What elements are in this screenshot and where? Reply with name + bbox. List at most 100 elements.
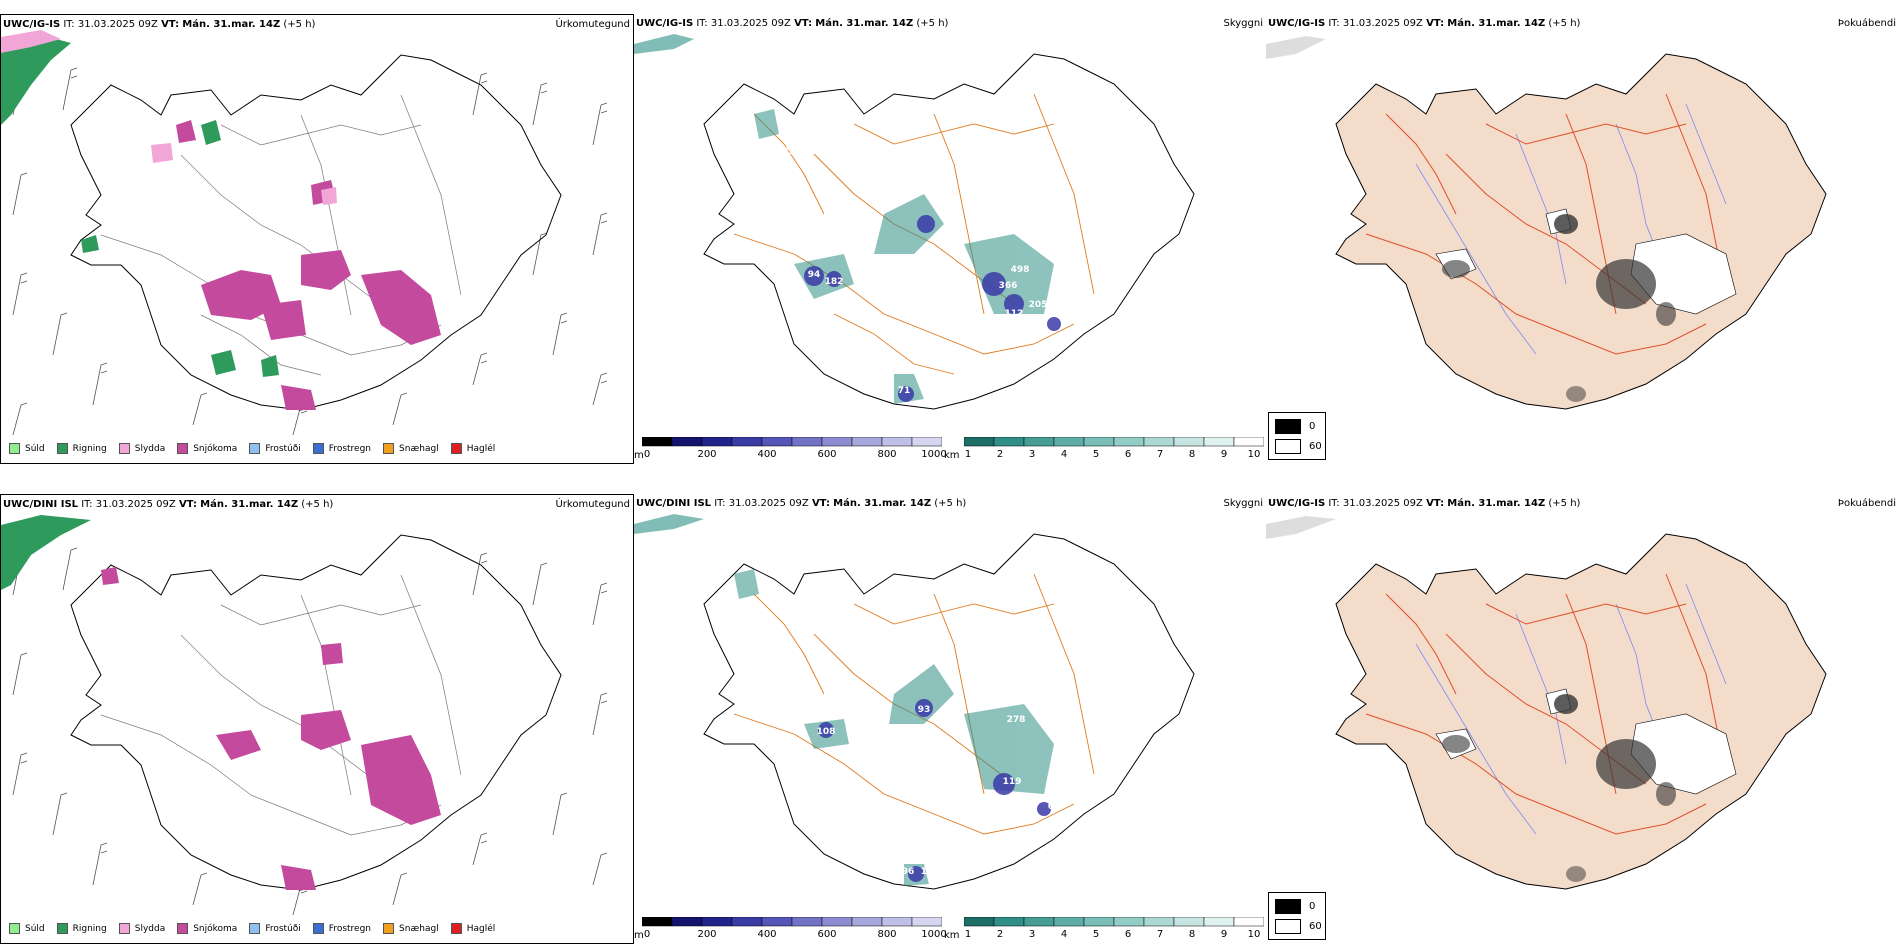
legend-swatch: [450, 443, 462, 454]
visibility-colorbar-row1: km 1 2 3 4 5 6 7 8 9 10: [944, 436, 1264, 462]
fog-panel-row2: UWC/IG-IS IT: 31.03.2025 09Z VT: Mán. 31…: [1266, 494, 1900, 944]
cloud-base-tick: 400: [757, 449, 777, 460]
legend-swatch: [450, 923, 462, 934]
visibility-tick: 6: [1124, 449, 1132, 460]
panel-title: UWC/IG-IS IT: 31.03.2025 09Z VT: Mán. 31…: [1268, 498, 1581, 509]
cloud-base-tick: 400: [757, 929, 777, 940]
colorbar-segment: [642, 437, 673, 447]
legend-item: Snæhagl: [383, 443, 439, 454]
precip-type-panel-row1: UWC/IG-IS IT: 31.03.2025 09Z VT: Mán. 31…: [0, 14, 634, 464]
legend-item: Rigning: [56, 443, 107, 454]
colorbar-segment: [701, 437, 733, 447]
cloud-base-labels: 108 93 278 119 66 96 101: [817, 705, 1061, 877]
cloud-base-tick: 600: [817, 929, 837, 940]
colorbar-segment: [1203, 437, 1235, 447]
panel-title: UWC/DINI ISL IT: 31.03.2025 09Z VT: Mán.…: [3, 499, 334, 510]
cloud-base-value: 66: [1048, 802, 1061, 812]
cloud-base-value: 182: [825, 277, 844, 287]
snow-areas: [176, 120, 441, 410]
visibility-tick: 6: [1124, 929, 1132, 940]
colorbar-segment: [791, 917, 823, 927]
colorbar-segment: [1203, 917, 1235, 927]
cloud-base-value: 101: [921, 867, 940, 877]
cloud-base-value: 300: [935, 185, 954, 195]
iceland-outline: [703, 533, 1195, 890]
cloud-base-value: 71: [898, 386, 911, 396]
visibility-tick: 8: [1188, 449, 1196, 460]
colorbar-segment: [731, 437, 763, 447]
cloud-base-value: 93: [918, 705, 931, 715]
visibility-unit: km: [944, 450, 960, 461]
colorbar-segment: [1143, 917, 1175, 927]
legend-item: Frostregn: [312, 443, 371, 454]
legend-item: Snæhagl: [383, 923, 439, 934]
colorbar-segment: [1083, 917, 1115, 927]
colorbar-segment: [851, 917, 883, 927]
fog-indicator-areas: [1442, 694, 1676, 882]
cloud-base-tick: 800: [877, 449, 897, 460]
colorbar-segment: [642, 917, 673, 927]
visibility-tick: 2: [996, 449, 1004, 460]
legend-swatch: [56, 923, 68, 934]
visibility-colorbar-row2: km 1 2 3 4 5 6 7 8 9 10: [944, 916, 1264, 942]
visibility-tick: 9: [1220, 449, 1228, 460]
legend-swatch: [249, 923, 261, 934]
visibility-tick: 9: [1220, 929, 1228, 940]
colorbar-segment: [1173, 437, 1205, 447]
colorbar-segment: [881, 437, 913, 447]
visibility-tick: 10: [1247, 929, 1261, 940]
legend-item: Frostúði: [249, 923, 301, 934]
panel-title: UWC/IG-IS IT: 31.03.2025 09Z VT: Mán. 31…: [636, 18, 949, 29]
legend-swatch: [118, 443, 130, 454]
visibility-tick: 3: [1028, 449, 1036, 460]
road-network: [100, 94, 462, 376]
colorbar-segment: [911, 437, 942, 447]
cloud-base-value: 366: [999, 281, 1018, 291]
colorbar-segment: [881, 917, 913, 927]
panel-title: UWC/IG-IS IT: 31.03.2025 09Z VT: Mán. 31…: [1268, 18, 1581, 29]
visibility-tick: 2: [996, 929, 1004, 940]
cloud-base-tick: 200: [697, 929, 717, 940]
visibility-tick: 4: [1060, 449, 1068, 460]
visibility-tick: 3: [1028, 929, 1036, 940]
legend-swatch: [9, 443, 20, 454]
cloud-base-value: 48: [1060, 332, 1073, 342]
cloud-base-labels: 78 94 182 108 498 366 112 205 48 119 141…: [783, 147, 1073, 397]
colorbar-segment: [821, 917, 853, 927]
fog-panel-row1: UWC/IG-IS IT: 31.03.2025 09Z VT: Mán. 31…: [1266, 14, 1900, 464]
legend-item: Slydda: [118, 443, 165, 454]
colorbar-segment: [1143, 437, 1175, 447]
colorbar-segment: [761, 437, 793, 447]
legend-swatch: [383, 443, 395, 454]
rain-areas: [1, 35, 279, 377]
legend-swatch: [383, 923, 395, 934]
visibility-tick: 5: [1092, 929, 1100, 940]
visibility-tick: 7: [1156, 929, 1164, 940]
rain-areas: [1, 515, 91, 590]
cloud-base-value: 141: [903, 365, 922, 375]
cloud-base-value: 78: [920, 255, 933, 265]
river-network: [1415, 103, 1727, 355]
iceland-outline: [70, 534, 562, 891]
cloud-base-tick: 800: [877, 929, 897, 940]
legend-item: Slydda: [118, 923, 165, 934]
panel-title: UWC/IG-IS IT: 31.03.2025 09Z VT: Mán. 31…: [3, 19, 316, 30]
cloud-base-tick: 0: [643, 449, 651, 460]
legend-swatch: [312, 443, 324, 454]
cloud-base-tick: 0: [643, 929, 651, 940]
cloud-base-value: 119: [905, 344, 924, 354]
visibility-tick: 7: [1156, 449, 1164, 460]
cloud-base-colorbar: [642, 437, 942, 447]
cloud-base-panel-row1: UWC/IG-IS IT: 31.03.2025 09Z VT: Mán. 31…: [634, 14, 1266, 464]
legend-swatch: [56, 443, 68, 454]
visibility-tick: 10: [1247, 449, 1261, 460]
colorbar-segment: [993, 437, 1025, 447]
legend-item: Haglél: [450, 443, 495, 454]
colorbar-segment: [1233, 437, 1264, 447]
cloud-base-colorbar-row1: m 0 200 400 600 800 1000: [634, 436, 947, 462]
precip-map: [1, 30, 608, 436]
low-visibility-areas: [734, 569, 1054, 886]
cloud-base-value: 112: [1005, 309, 1024, 319]
cloud-base-value: 119: [1003, 777, 1022, 787]
colorbar-segment: [964, 437, 995, 447]
